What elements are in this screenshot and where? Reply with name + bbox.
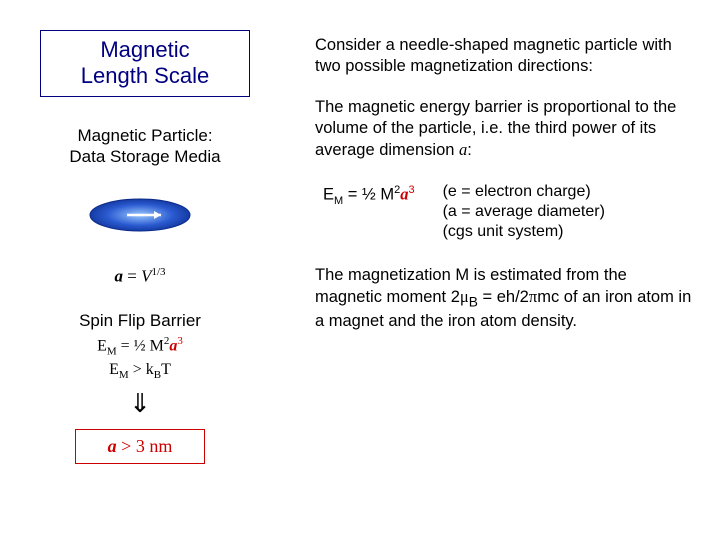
eq-sub-M: M xyxy=(334,194,343,206)
para2-post: : xyxy=(467,141,472,159)
particle-diagram xyxy=(30,195,250,240)
title-box: Magnetic Length Scale xyxy=(40,30,250,97)
eq-sup-3: 3 xyxy=(408,184,414,196)
sym-E2: E xyxy=(109,361,119,378)
note-3: (cgs unit system) xyxy=(443,222,605,242)
sym-T: T xyxy=(161,361,171,378)
result-box: a > 3 nm xyxy=(75,429,205,464)
subtitle-line1: Magnetic Particle: xyxy=(35,125,255,146)
eq-E: E xyxy=(323,185,334,203)
eq-mid: = ½ xyxy=(343,185,380,203)
paragraph-3: The magnetization M is estimated from th… xyxy=(315,265,695,332)
sup-3: 3 xyxy=(177,335,183,347)
mu-symbol: μ xyxy=(460,287,469,306)
sym-E: E xyxy=(97,337,107,354)
sub-M: M xyxy=(107,345,117,357)
var-a: a xyxy=(114,267,123,286)
em-inequality: EM > kBT xyxy=(30,361,250,381)
needle-particle-icon xyxy=(85,195,195,235)
equation-row: EM = ½ M2a3 (e = electron charge) (a = a… xyxy=(323,182,695,243)
eq-half: = ½ xyxy=(117,337,150,354)
subtitle-line2: Data Storage Media xyxy=(35,146,255,167)
sub-M2: M xyxy=(119,370,129,382)
sub-B: B xyxy=(154,370,161,382)
eq-sign: = xyxy=(123,267,141,286)
para3-mid: = eh/2 xyxy=(478,288,529,306)
pi-symbol: π xyxy=(529,287,537,306)
equation-notes: (e = electron charge) (a = average diame… xyxy=(443,182,605,243)
exp-13: 1/3 xyxy=(151,266,165,278)
gt-op: > xyxy=(129,361,146,378)
sym-M: M xyxy=(150,337,164,354)
title-line2: Length Scale xyxy=(51,63,239,89)
em-formula: EM = ½ M2a3 xyxy=(30,335,250,358)
dimension-formula: a = V1/3 xyxy=(30,266,250,287)
implies-arrow-icon: ⇓ xyxy=(30,388,250,419)
para2-pre: The magnetic energy barrier is proportio… xyxy=(315,98,676,159)
spin-flip-label: Spin Flip Barrier xyxy=(30,311,250,331)
sym-k: k xyxy=(146,361,154,378)
subtitle: Magnetic Particle: Data Storage Media xyxy=(35,125,255,168)
note-1: (e = electron charge) xyxy=(443,182,605,202)
var-V: V xyxy=(141,267,151,286)
title-line1: Magnetic xyxy=(51,37,239,63)
note-2: (a = average diameter) xyxy=(443,202,605,222)
paragraph-1: Consider a needle-shaped magnetic partic… xyxy=(315,35,695,77)
equation-left: EM = ½ M2a3 xyxy=(323,182,415,207)
eq-M: M xyxy=(380,185,394,203)
result-text: > 3 nm xyxy=(117,436,173,456)
mu-sub-B: B xyxy=(469,294,478,309)
paragraph-2: The magnetic energy barrier is proportio… xyxy=(315,97,695,161)
result-a: a xyxy=(108,436,117,456)
